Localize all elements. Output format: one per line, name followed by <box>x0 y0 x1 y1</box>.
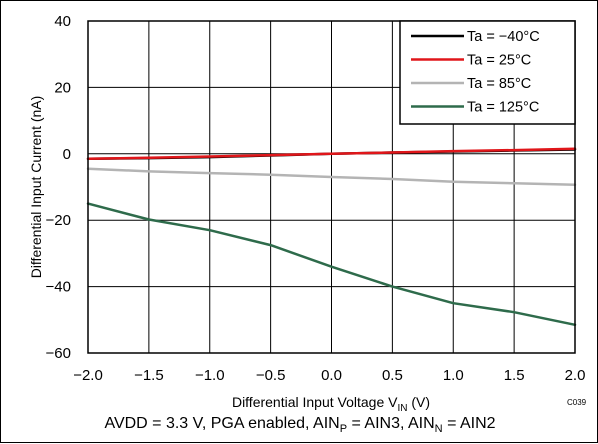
x-axis-label: Differential Input Voltage VIN (V) <box>232 394 430 414</box>
x-tick-label: 1.0 <box>443 367 464 384</box>
x-tick-label: 0.5 <box>382 367 403 384</box>
y-axis-label: Differential Input Current (nA) <box>28 96 44 279</box>
figure-code: C039 <box>567 398 587 407</box>
y-tick-label: −40 <box>46 279 71 296</box>
legend-label: Ta = 85°C <box>467 76 531 92</box>
x-tick-label: −2.0 <box>73 367 103 384</box>
x-axis-label-sub: IN <box>397 403 407 414</box>
series-line-3 <box>86 202 577 327</box>
caption-sub1: P <box>339 423 348 436</box>
legend-label: Ta = 125°C <box>467 100 539 116</box>
x-tick-label: −1.0 <box>195 367 225 384</box>
y-tick-label: −60 <box>46 345 71 362</box>
series-layer <box>86 147 577 327</box>
y-tick-labels: −60 −40 −20 0 20 40 <box>46 13 71 362</box>
x-tick-label: −0.5 <box>256 367 286 384</box>
caption-part1: AVDD = 3.3 V, PGA enabled, AIN <box>104 415 340 432</box>
x-tick-label: 0.0 <box>321 367 342 384</box>
caption-part2: = AIN3, AIN <box>347 415 435 432</box>
plot-frame <box>87 20 576 354</box>
x-tick-label: 1.5 <box>504 367 525 384</box>
series-line-2 <box>86 167 577 186</box>
x-tick-label: −1.5 <box>134 367 164 384</box>
x-tick-labels: −2.0 −1.5 −1.0 −0.5 0.0 0.5 1.0 1.5 2.0 <box>73 367 585 384</box>
figure-caption: AVDD = 3.3 V, PGA enabled, AINP = AIN3, … <box>1 415 598 435</box>
y-tick-label: −20 <box>46 212 71 229</box>
legend-label: Ta = 25°C <box>467 53 531 69</box>
caption-part3: = AIN2 <box>442 415 496 432</box>
y-tick-label: 40 <box>54 13 71 30</box>
x-tick-label: 2.0 <box>565 367 586 384</box>
legend: Ta = −40°C Ta = 25°C Ta = 85°C Ta = 125°C <box>399 20 576 125</box>
series-line-1 <box>86 147 577 161</box>
caption-sub2: N <box>434 423 443 436</box>
y-tick-label: 20 <box>54 79 71 96</box>
legend-label: Ta = −40°C <box>467 29 540 45</box>
y-tick-label: 0 <box>63 146 71 163</box>
x-axis-label-unit: (V) <box>407 394 430 410</box>
x-axis-label-main: Differential Input Voltage V <box>232 394 398 410</box>
